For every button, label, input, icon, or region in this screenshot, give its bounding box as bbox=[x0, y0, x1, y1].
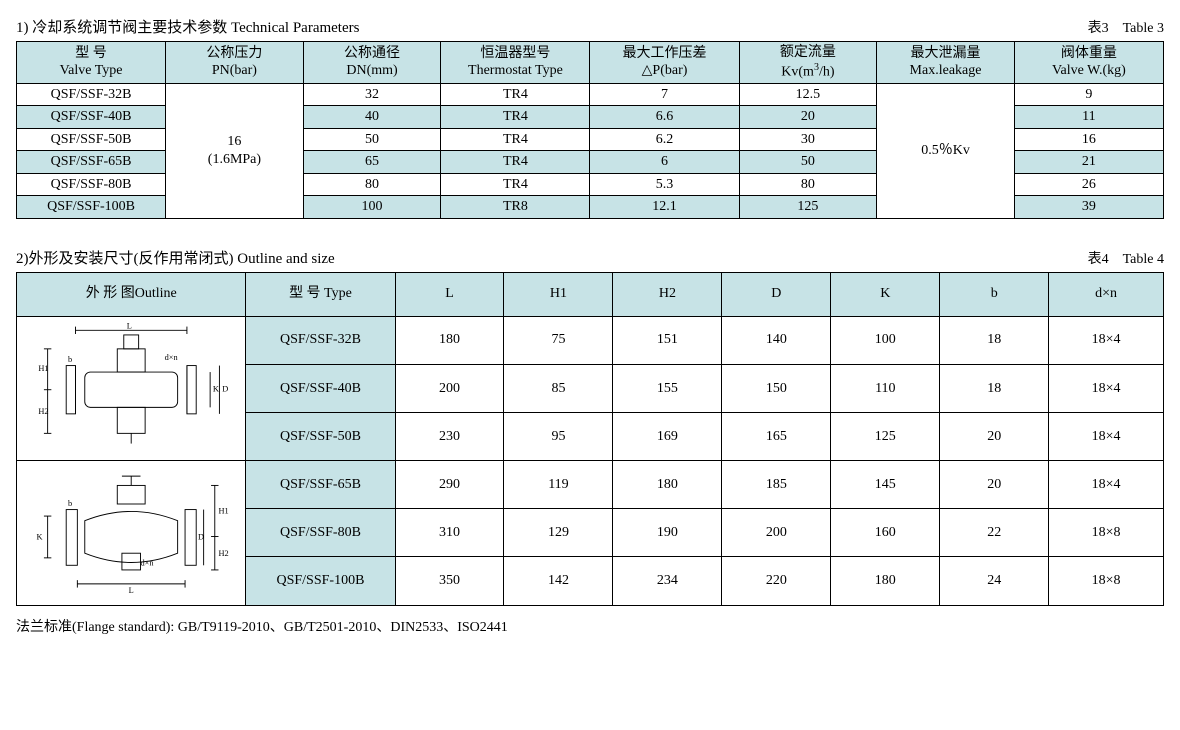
table-outline-size: 外 形 图Outline 型 号 Type L H1 H2 D K b d×n bbox=[16, 272, 1164, 606]
th-K: K bbox=[831, 272, 940, 316]
cell-kv: 12.5 bbox=[739, 83, 877, 106]
th-H1: H1 bbox=[504, 272, 613, 316]
table2-header-row: 外 形 图Outline 型 号 Type L H1 H2 D K b d×n bbox=[17, 272, 1164, 316]
section2-title-right: 表4 Table 4 bbox=[1088, 248, 1164, 268]
outline-diagram-2: L K H1 H2 D b d×n bbox=[17, 461, 246, 606]
th-H2: H2 bbox=[613, 272, 722, 316]
table-technical-parameters: 型 号Valve Type 公称压力PN(bar) 公称通径DN(mm) 恒温器… bbox=[16, 41, 1164, 219]
svg-text:d×n: d×n bbox=[140, 558, 154, 567]
cell-dn: 32 bbox=[303, 83, 441, 106]
table-row: QSF/SSF-32B 16(1.6MPa) 32 TR4 7 12.5 0.5… bbox=[17, 83, 1164, 106]
th-valve-type: 型 号Valve Type bbox=[17, 42, 166, 84]
cell-w: 9 bbox=[1014, 83, 1163, 106]
svg-text:D: D bbox=[222, 384, 228, 393]
th-dp: 最大工作压差△P(bar) bbox=[590, 42, 739, 84]
svg-text:H1: H1 bbox=[38, 364, 48, 373]
cell-thermo: TR4 bbox=[441, 83, 590, 106]
section1-title: 1) 冷却系统调节阀主要技术参数 Technical Parameters 表3… bbox=[16, 16, 1164, 37]
table1-header-row: 型 号Valve Type 公称压力PN(bar) 公称通径DN(mm) 恒温器… bbox=[17, 42, 1164, 84]
section1-title-left: 1) 冷却系统调节阀主要技术参数 Technical Parameters bbox=[16, 16, 359, 37]
th-type2: 型 号 Type bbox=[246, 272, 395, 316]
valve-outline-icon: L K H1 H2 D b d×n bbox=[21, 465, 241, 595]
section2-title: 2)外形及安装尺寸(反作用常闭式) Outline and size 表4 Ta… bbox=[16, 247, 1164, 268]
cell-type: QSF/SSF-32B bbox=[17, 83, 166, 106]
th-D: D bbox=[722, 272, 831, 316]
th-thermostat: 恒温器型号Thermostat Type bbox=[441, 42, 590, 84]
cell-leakage-merged: 0.5％Kv bbox=[877, 83, 1015, 218]
th-dn: 公称通径DN(mm) bbox=[303, 42, 441, 84]
th-dn2: d×n bbox=[1049, 272, 1164, 316]
table-row: L H1 H2 K D d×n b QSF/SSF-32B 180 75 151… bbox=[17, 316, 1164, 364]
footer-flange-standard: 法兰标准(Flange standard): GB/T9119-2010、GB/… bbox=[16, 616, 1164, 636]
th-leakage: 最大泄漏量Max.leakage bbox=[877, 42, 1015, 84]
svg-text:H1: H1 bbox=[218, 506, 228, 515]
svg-text:H2: H2 bbox=[38, 407, 48, 416]
svg-text:L: L bbox=[129, 586, 134, 595]
svg-text:D: D bbox=[198, 532, 204, 541]
th-outline: 外 形 图Outline bbox=[17, 272, 246, 316]
svg-text:L: L bbox=[127, 321, 132, 330]
cell-dp: 7 bbox=[590, 83, 739, 106]
section1-title-right: 表3 Table 3 bbox=[1088, 17, 1164, 37]
th-b: b bbox=[940, 272, 1049, 316]
section2-title-left: 2)外形及安装尺寸(反作用常闭式) Outline and size bbox=[16, 247, 335, 268]
cell-pn-merged: 16(1.6MPa) bbox=[166, 83, 304, 218]
svg-text:b: b bbox=[68, 499, 72, 508]
th-kv: 额定流量Kv(m3/h) bbox=[739, 42, 877, 84]
svg-text:d×n: d×n bbox=[165, 353, 179, 362]
th-weight: 阀体重量Valve W.(kg) bbox=[1014, 42, 1163, 84]
svg-text:K: K bbox=[213, 384, 219, 393]
svg-text:b: b bbox=[68, 355, 72, 364]
th-L: L bbox=[395, 272, 504, 316]
svg-text:K: K bbox=[36, 532, 42, 541]
svg-text:H2: H2 bbox=[218, 549, 228, 558]
outline-diagram-1: L H1 H2 K D d×n b bbox=[17, 316, 246, 461]
valve-outline-icon: L H1 H2 K D d×n b bbox=[21, 321, 241, 451]
table-row: L K H1 H2 D b d×n QSF/SSF-65B 290 119 18… bbox=[17, 461, 1164, 509]
th-pn: 公称压力PN(bar) bbox=[166, 42, 304, 84]
